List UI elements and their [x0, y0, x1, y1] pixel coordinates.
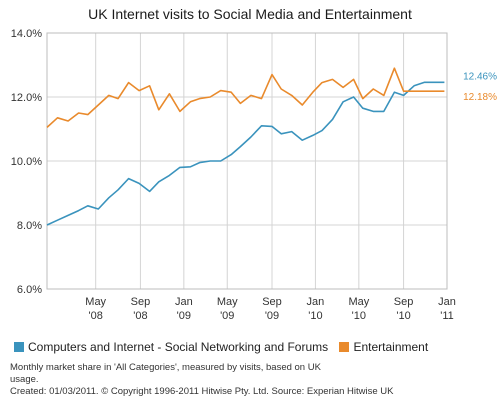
x-tick-label-year: '09 [265, 310, 279, 322]
x-tick-label-year: '08 [133, 310, 147, 322]
x-tick-label-year: '08 [89, 310, 103, 322]
x-tick-label-year: '10 [352, 310, 366, 322]
series-line-0 [46, 81, 445, 226]
plot-frame [46, 32, 448, 290]
x-tick-label-month: Jan [438, 296, 456, 308]
x-tick-label-month: Sep [262, 296, 282, 308]
y-tick-label: 12.0% [11, 92, 42, 104]
x-tick-label-month: Jan [307, 296, 325, 308]
series-line-1 [46, 67, 445, 128]
y-tick-label: 14.0% [11, 28, 42, 40]
x-tick-label-year: '09 [220, 310, 234, 322]
legend: Computers and Internet - Social Networki… [14, 340, 436, 354]
x-tick-label-month: Jan [175, 296, 193, 308]
footnote-line-3: Created: 01/03/2011. © Copyright 1996-20… [10, 386, 394, 397]
x-tick-label-month: Sep [394, 296, 414, 308]
legend-item-entertainment: Entertainment [339, 340, 428, 354]
x-tick-label-month: May [217, 296, 238, 308]
legend-item-social: Computers and Internet - Social Networki… [14, 340, 328, 354]
y-tick-label: 10.0% [11, 156, 42, 168]
x-tick-label-year: '09 [177, 310, 191, 322]
y-tick-label: 6.0% [17, 284, 42, 296]
legend-swatch-social [14, 342, 24, 352]
series-end-label-0: 12.46% [463, 71, 497, 82]
footnote-line-1: Monthly market share in 'All Categories'… [10, 362, 321, 373]
x-tick-label-month: Sep [131, 296, 151, 308]
x-tick-label-year: '11 [440, 310, 454, 322]
x-tick-label-month: May [85, 296, 106, 308]
legend-label-entertainment: Entertainment [353, 340, 429, 354]
series-end-label-1: 12.18% [463, 92, 497, 103]
x-tick-label-year: '10 [308, 310, 322, 322]
y-tick-label: 8.0% [17, 220, 42, 232]
chart-title: UK Internet visits to Social Media and E… [88, 6, 412, 22]
footnote-line-2: usage. [10, 374, 39, 385]
legend-swatch-entertainment [339, 342, 350, 352]
x-tick-label-year: '10 [396, 310, 410, 322]
x-tick-label-month: May [348, 296, 369, 308]
legend-label-social: Computers and Internet - Social Networki… [28, 340, 329, 354]
